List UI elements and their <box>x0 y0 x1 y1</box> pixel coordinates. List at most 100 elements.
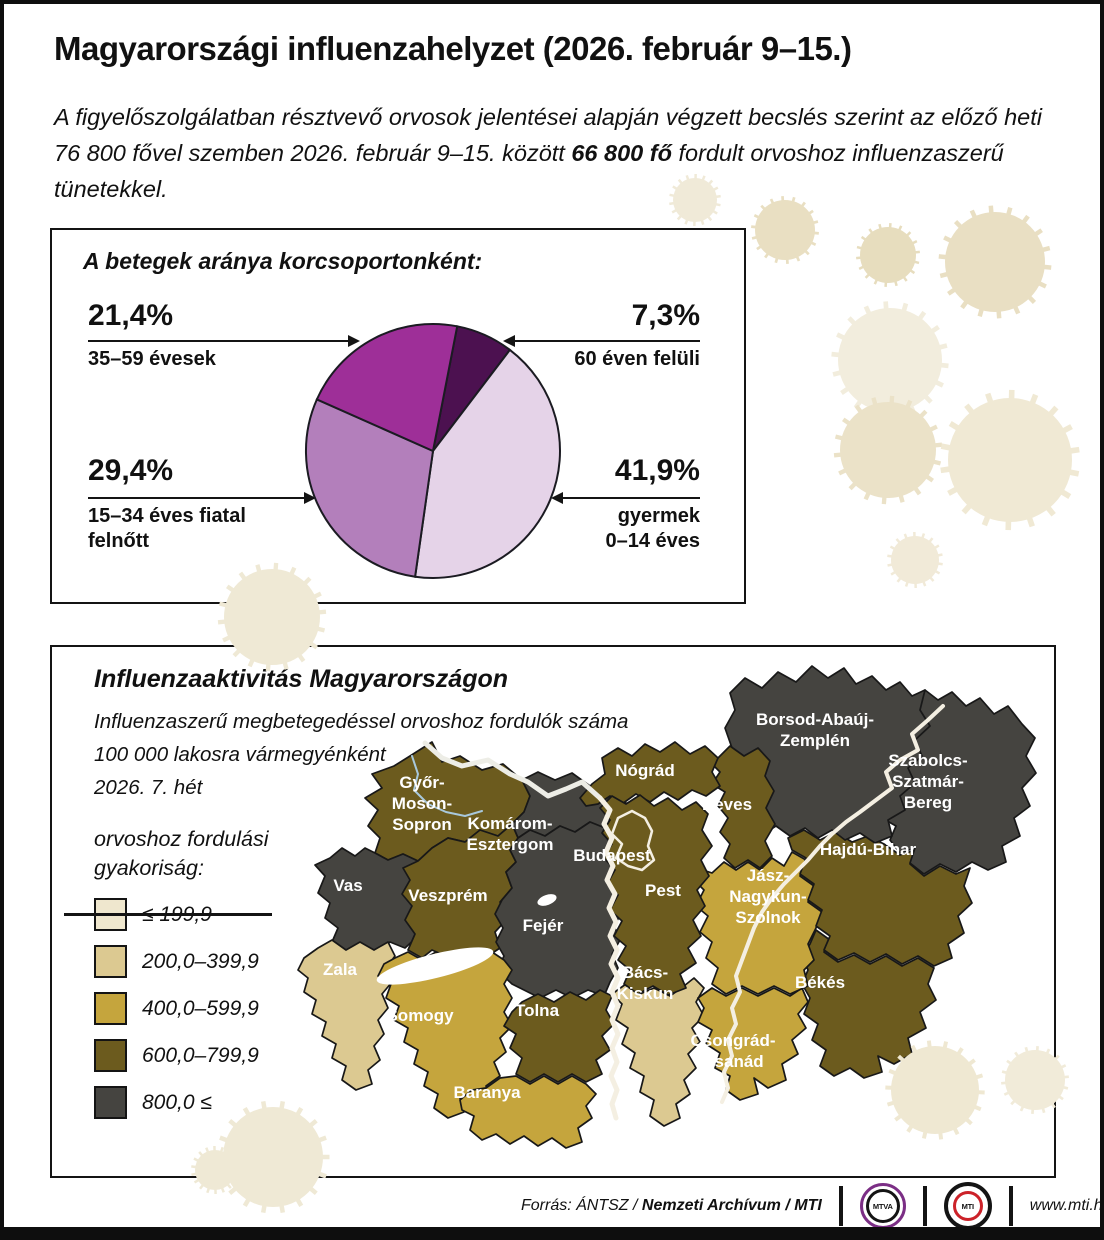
intro-line-1: A figyelőszolgálatban résztvevő orvosok … <box>54 104 1042 130</box>
intro-paragraph: A figyelőszolgálatban résztvevő orvosok … <box>54 99 1064 207</box>
legend-swatch <box>94 1039 127 1072</box>
legend-swatch <box>94 1086 127 1119</box>
county-label: Moson- <box>392 794 452 813</box>
pct-35-59: 21,4% <box>88 299 174 332</box>
county-label: Hajdú-Bihar <box>820 840 917 859</box>
legend-row: 200,0–399,9 <box>94 945 259 978</box>
virus-blob-icon <box>833 395 943 505</box>
county-label: Veszprém <box>408 886 487 905</box>
label-0-14: gyermek 0–14 éves <box>605 505 700 552</box>
county-label: Csanád <box>702 1052 763 1071</box>
legend-label: 600,0–799,9 <box>142 1043 259 1067</box>
separator-bar <box>838 1186 843 1226</box>
legend-items: ≤ 199,9 200,0–399,9 400,0–599,9 600,0–799,9… <box>64 898 272 1134</box>
website-url: www.mti.hu <box>1029 1197 1104 1214</box>
county-label: Baranya <box>453 1083 521 1102</box>
age-pie-chart <box>305 322 561 579</box>
legend-label: 800,0 ≤ <box>142 1090 212 1114</box>
county-label: Komárom- <box>467 814 552 833</box>
river-line <box>597 795 621 1121</box>
source-credit: Forrás: ÁNTSZ / Nemzeti Archívum / MTI <box>521 1197 822 1214</box>
callout-line-60-plus <box>503 335 700 347</box>
county-label: Borsod-Abaúj- <box>756 710 874 729</box>
county-label: Esztergom <box>467 835 554 854</box>
label-60-plus: 60 éven felüli <box>574 348 700 370</box>
page-title: Magyarországi influenzahelyzet (2026. fe… <box>54 30 852 67</box>
county-label: Pest <box>645 881 681 900</box>
county-label: Nógrád <box>615 761 675 780</box>
pie-slice <box>315 322 459 453</box>
intro-bold-figure: 66 800 fő <box>571 140 672 166</box>
virus-blob-icon <box>831 301 949 419</box>
mtva-logo: MTVA <box>859 1183 906 1229</box>
county-tolna <box>503 989 615 1083</box>
virus-blob-icon <box>856 222 920 288</box>
hungary-county-map: Győr- Moson- Sopron Komárom- Esztergom Vas Ves… <box>297 665 1037 1149</box>
flu-activity-panel: Influenzaaktivitás Magyarországon Influe… <box>50 645 1056 1178</box>
arrow-right-icon <box>348 335 360 347</box>
pct-0-14: 41,9% <box>614 454 700 487</box>
river-line <box>422 740 603 801</box>
county-label: Győr- <box>399 773 444 792</box>
county-label: Szatmár- <box>892 772 964 791</box>
legend-label: 200,0–399,9 <box>142 949 259 973</box>
virus-blob-icon <box>938 205 1052 319</box>
county-label: Békés <box>795 973 845 992</box>
virus-blob-icon <box>940 389 1080 531</box>
legend-label: 400,0–599,9 <box>142 996 259 1020</box>
county-zala <box>297 939 396 1091</box>
county-label: Csongrád- <box>691 1031 776 1050</box>
age-distribution-panel: A betegek aránya korcsoportonként: 21,4%… <box>50 228 746 604</box>
river-line <box>720 704 945 1104</box>
arrow-left-icon <box>551 492 563 504</box>
intro-line-3: tünetekkel. <box>54 176 168 202</box>
county-label: Zala <box>323 960 358 979</box>
county-label: Fejér <box>523 916 564 935</box>
map-subtitle: Influenzaszerű megbetegedéssel orvoshoz … <box>94 710 629 799</box>
county-label: Zemplén <box>780 731 850 750</box>
county-veszprem <box>401 823 519 959</box>
county-label: Sopron <box>392 815 452 834</box>
county-baranya <box>459 1075 597 1149</box>
footer: Forrás: ÁNTSZ / Nemzeti Archívum / MTI M… <box>521 1182 1104 1230</box>
legend-strikethrough-line <box>64 913 272 916</box>
county-label: Bács- <box>622 963 668 982</box>
lake-shape <box>537 894 557 906</box>
arrow-left-icon <box>503 335 515 347</box>
county-label: Budapest <box>573 846 651 865</box>
pie-slice <box>305 398 435 578</box>
callout-line-35-59 <box>88 335 360 347</box>
pie-slice <box>413 348 561 579</box>
virus-blob-icon <box>887 531 943 589</box>
lake-shape <box>376 947 494 985</box>
county-bk <box>611 977 705 1127</box>
legend-row: 800,0 ≤ <box>94 1086 259 1119</box>
county-label: Szabolcs- <box>888 751 967 770</box>
pct-60-plus: 7,3% <box>631 299 700 332</box>
pie-heading: A betegek aránya korcsoportonként: <box>83 248 483 274</box>
pct-15-34: 29,4% <box>88 454 174 487</box>
legend-swatch <box>94 945 127 978</box>
legend-row: ≤ 199,9 <box>64 898 272 931</box>
county-label: Szolnok <box>735 908 801 927</box>
label-35-59: 35–59 évesek <box>88 348 216 370</box>
county-label: Kiskun <box>617 984 674 1003</box>
county-label: Jász- <box>747 866 790 885</box>
county-label: Bereg <box>904 793 952 812</box>
county-heves <box>711 745 776 869</box>
callout-line-0-14 <box>551 492 700 504</box>
county-label: Vas <box>333 876 362 895</box>
county-label: Tolna <box>515 1001 560 1020</box>
county-hb <box>787 829 973 967</box>
legend-swatch <box>94 992 127 1025</box>
legend-row: 600,0–799,9 <box>94 1039 259 1072</box>
county-label: Heves <box>702 795 752 814</box>
label-15-34: 15–34 éves fiatal felnőtt <box>88 505 246 552</box>
separator-bar <box>1008 1186 1013 1226</box>
intro-line-2: 76 800 fővel szemben 2026. február 9–15.… <box>54 140 1004 166</box>
legend-row: 400,0–599,9 <box>94 992 259 1025</box>
map-title: Influenzaaktivitás Magyarországon <box>94 665 509 693</box>
county-label: Somogy <box>386 1006 454 1025</box>
lake-shape <box>337 806 359 826</box>
